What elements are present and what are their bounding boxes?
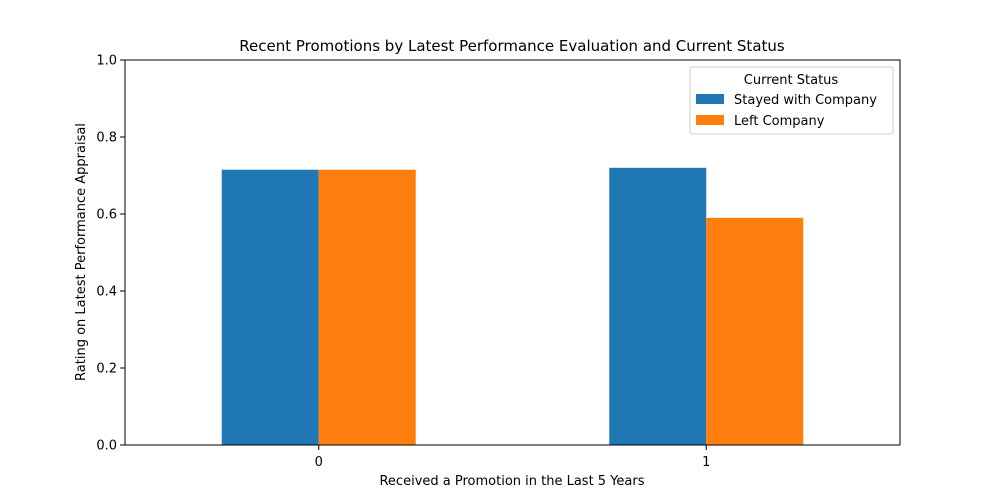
legend-label-left: Left Company — [734, 114, 825, 129]
legend-box — [689, 66, 894, 135]
y-tick-label: 0.4 — [96, 285, 117, 300]
y-tick-label: 0.8 — [96, 131, 117, 146]
chart-title: Recent Promotions by Latest Performance … — [239, 37, 785, 55]
y-axis: 0.0 0.2 0.4 0.6 0.8 1.0 — [96, 54, 125, 454]
legend: Current Status Stayed with Company Left C… — [689, 66, 894, 135]
legend-label-stayed: Stayed with Company — [734, 93, 877, 108]
plot-frame — [124, 59, 901, 446]
legend-swatch-stayed — [696, 94, 724, 104]
x-tick-label: 0 — [315, 455, 323, 470]
bar-stayed-1 — [609, 167, 707, 446]
bar-left-0 — [318, 169, 416, 445]
x-tick-label: 1 — [702, 455, 710, 470]
bars-group — [221, 167, 804, 446]
bar-stayed-0 — [221, 169, 319, 445]
bar-left-1 — [706, 217, 804, 445]
y-tick-label: 0.0 — [96, 439, 117, 454]
y-axis-label: Rating on Latest Performance Appraisal — [74, 123, 89, 381]
y-tick-label: 1.0 — [96, 54, 117, 69]
y-tick-label: 0.2 — [96, 362, 117, 377]
legend-swatch-left — [696, 115, 724, 125]
x-axis-label: Received a Promotion in the Last 5 Years — [379, 474, 644, 489]
y-tick-label: 0.6 — [96, 208, 117, 223]
legend-title: Current Status — [744, 73, 839, 88]
